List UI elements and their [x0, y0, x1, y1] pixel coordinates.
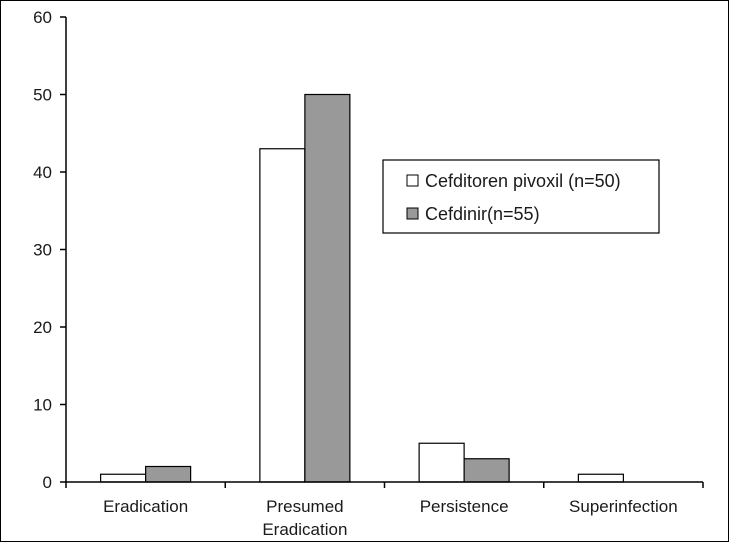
x-category-label: Persistence	[420, 497, 509, 516]
bar-cefditoren	[100, 473, 147, 483]
bar-cefditoren	[259, 148, 306, 483]
y-tick-label: 0	[43, 473, 52, 492]
y-tick-label: 20	[33, 318, 52, 337]
x-category-label: Presumed Eradication	[262, 497, 347, 539]
y-tick-label: 40	[33, 163, 52, 182]
y-tick-label: 10	[33, 396, 52, 415]
legend-swatch	[406, 207, 419, 220]
y-tick-label: 50	[33, 86, 52, 105]
bar-cefdinir	[304, 93, 351, 483]
legend-box	[382, 159, 660, 234]
bar-cefditoren	[577, 473, 624, 483]
bar-cefdinir	[145, 465, 192, 483]
bar-cefditoren	[418, 442, 465, 483]
x-category-label: Superinfection	[569, 497, 678, 516]
bar-cefdinir	[463, 458, 510, 483]
x-category-label: Eradication	[103, 497, 188, 516]
legend-label: Cefditoren pivoxil (n=50)	[425, 171, 621, 191]
y-tick-label: 30	[33, 241, 52, 260]
legend-label: Cefdinir(n=55)	[425, 204, 540, 224]
legend-swatch	[406, 174, 419, 187]
y-tick-label: 60	[33, 8, 52, 27]
